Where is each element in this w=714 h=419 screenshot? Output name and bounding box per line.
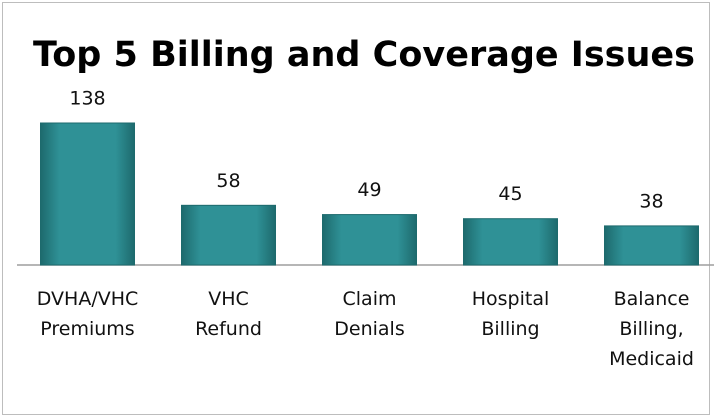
bar bbox=[322, 214, 417, 266]
bar bbox=[181, 204, 276, 266]
x-tick-label: Claim Denials bbox=[334, 288, 405, 340]
bar bbox=[463, 218, 558, 266]
chart-frame bbox=[2, 2, 710, 415]
data-label: 49 bbox=[357, 179, 381, 201]
x-tick-label: Hospital Billing bbox=[471, 288, 550, 340]
chart-title: Top 5 Billing and Coverage Issues bbox=[33, 35, 695, 75]
x-tick-label: VHC Refund bbox=[195, 288, 262, 340]
data-label: 58 bbox=[216, 170, 240, 192]
bar bbox=[40, 122, 135, 266]
data-label: 45 bbox=[498, 183, 522, 205]
x-tick-label: DVHA/VHC Premiums bbox=[36, 288, 139, 340]
data-label: 38 bbox=[639, 190, 663, 212]
bar bbox=[604, 225, 699, 266]
data-label: 138 bbox=[69, 88, 105, 110]
x-tick-label: Balance Billing, Medicaid bbox=[609, 288, 694, 370]
